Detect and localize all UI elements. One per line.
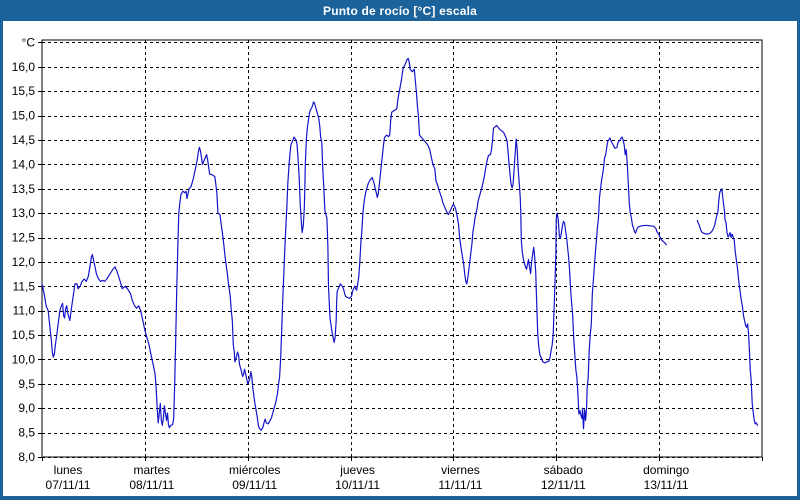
x-date-label: 13/11/11: [644, 478, 689, 492]
y-tick-label: 9,0: [18, 401, 35, 415]
x-day-label: domingo: [643, 463, 689, 477]
y-tick-label: 12,5: [12, 231, 36, 245]
x-day-label: lunes: [54, 463, 83, 477]
dewpoint-line: [41, 57, 667, 431]
y-tick-label: 15,5: [12, 84, 36, 98]
x-date-label: 11/11/11: [438, 478, 482, 492]
x-day-label: sábado: [544, 463, 584, 477]
title-bar: Punto de rocío [°C] escala: [0, 0, 800, 21]
x-day-label: miércoles: [229, 463, 280, 477]
x-day-label: jueves: [339, 463, 375, 477]
y-tick-label: 16,0: [12, 60, 36, 74]
y-tick-label: 8,5: [18, 426, 35, 440]
x-day-label: martes: [134, 463, 171, 477]
plot-border: [41, 39, 763, 458]
axis-labels: °C 16,0 15,5 15,0 14,5 14,0 13,5 13,0 12,5 12,0 11…: [12, 35, 690, 492]
y-tick-label: 13,5: [12, 182, 36, 196]
y-tick-label: 11,5: [13, 279, 36, 293]
y-tick-label: 14,0: [12, 157, 36, 171]
x-day-label: viernes: [441, 463, 480, 477]
y-tick-label: 15,0: [12, 109, 36, 123]
y-tick-label: 9,5: [18, 377, 35, 391]
x-date-label: 12/11/11: [541, 478, 586, 492]
x-date-label: 09/11/11: [232, 478, 277, 492]
grid-lines: [42, 40, 762, 458]
y-tick-label: 11,0: [13, 304, 36, 318]
chart-title: Punto de rocío [°C] escala: [322, 3, 478, 18]
y-tick-label: 10,5: [12, 328, 36, 342]
x-date-label: 07/11/11: [46, 478, 91, 492]
y-tick-label: 10,0: [12, 352, 36, 366]
y-tick-label: 12,0: [12, 255, 36, 269]
y-tick-label: 14,5: [12, 133, 36, 147]
dewpoint-line: [696, 188, 759, 426]
dewpoint-chart-canvas: °C 16,0 15,5 15,0 14,5 14,0 13,5 13,0 12,5 12,0 11…: [12, 35, 763, 492]
y-tick-label: °C: [22, 35, 36, 49]
x-date-label: 10/11/11: [335, 478, 380, 492]
chart-area: °C 16,0 15,5 15,0 14,5 14,0 13,5 13,0 12,5 12,0 11…: [3, 21, 797, 496]
x-date-label: 08/11/11: [129, 478, 174, 492]
y-tick-label: 8,0: [18, 450, 35, 464]
axis-ticks: [38, 42, 763, 461]
y-tick-label: 13,0: [12, 206, 36, 220]
